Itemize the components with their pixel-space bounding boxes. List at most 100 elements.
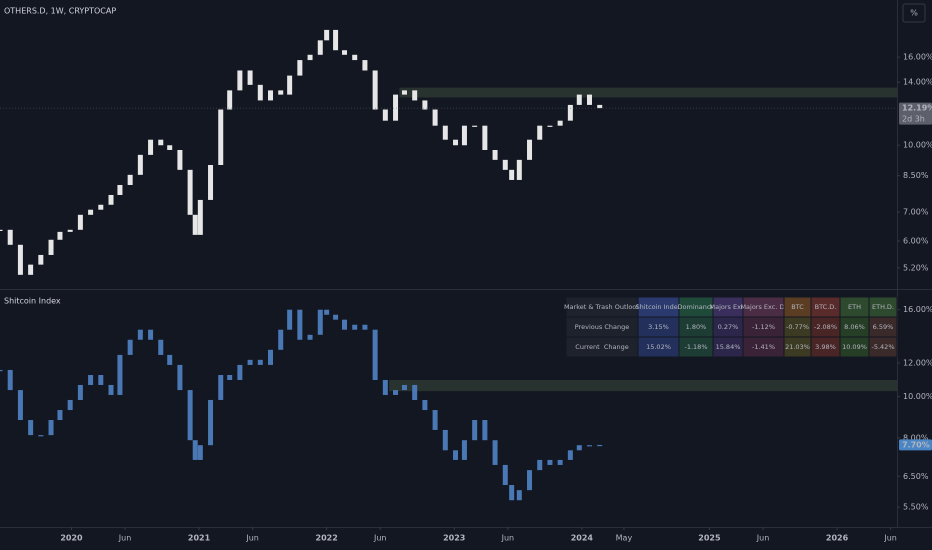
candle bbox=[278, 90, 284, 95]
candle bbox=[307, 334, 313, 340]
x-tick-label: 2025 bbox=[698, 534, 721, 543]
candle bbox=[557, 120, 563, 126]
table-header: Majors Exc. D. bbox=[740, 303, 786, 311]
candle bbox=[137, 154, 143, 175]
candle bbox=[432, 410, 438, 430]
candle bbox=[352, 324, 358, 330]
x-tick-label: 2021 bbox=[188, 534, 211, 543]
candle bbox=[342, 319, 348, 330]
scale-button-label[interactable]: % bbox=[910, 9, 918, 18]
y-tick-label: 5.50% bbox=[903, 503, 929, 512]
table-header: Majors Exc. bbox=[710, 303, 747, 311]
candle bbox=[17, 244, 23, 275]
candle bbox=[218, 109, 224, 165]
zone bbox=[399, 87, 897, 98]
candle bbox=[108, 384, 114, 395]
candle bbox=[127, 174, 133, 185]
candle bbox=[28, 420, 34, 436]
candle bbox=[509, 169, 515, 180]
x-tick-label: Jun bbox=[245, 534, 259, 543]
candle bbox=[177, 149, 183, 170]
table-value: -1.41% bbox=[752, 343, 775, 351]
candle bbox=[177, 364, 183, 391]
y-tick-label: 14.00% bbox=[903, 78, 932, 87]
candle bbox=[227, 374, 233, 381]
last-price-label: 12.19% bbox=[902, 104, 932, 113]
candle bbox=[17, 390, 23, 421]
candle bbox=[287, 75, 293, 95]
candle bbox=[197, 199, 203, 235]
candle bbox=[48, 420, 54, 436]
candle bbox=[247, 359, 253, 365]
candle bbox=[67, 399, 73, 411]
candle bbox=[461, 125, 467, 146]
candle bbox=[197, 445, 203, 460]
candle bbox=[77, 214, 83, 230]
candle bbox=[148, 139, 154, 155]
candle bbox=[218, 374, 224, 400]
candle bbox=[557, 459, 563, 465]
table-value: 15.84% bbox=[716, 343, 741, 351]
candle bbox=[324, 309, 330, 315]
candle bbox=[187, 169, 193, 215]
candle bbox=[167, 354, 173, 365]
candle bbox=[333, 314, 339, 320]
candle bbox=[227, 90, 233, 110]
candle bbox=[453, 139, 459, 146]
candle bbox=[208, 399, 214, 446]
candle bbox=[148, 329, 154, 340]
candle bbox=[158, 339, 164, 355]
candle bbox=[137, 329, 143, 340]
candle bbox=[516, 490, 522, 501]
candle bbox=[352, 54, 358, 61]
candle bbox=[527, 470, 533, 491]
candle bbox=[492, 440, 498, 465]
table-value: -1.12% bbox=[752, 323, 775, 331]
candle bbox=[324, 29, 330, 41]
candle bbox=[382, 109, 388, 121]
y-tick-label: 16.00% bbox=[903, 53, 932, 62]
candle bbox=[442, 429, 448, 451]
scale-button[interactable] bbox=[902, 3, 926, 23]
candle bbox=[442, 125, 448, 140]
x-tick-label: Jun bbox=[373, 534, 387, 543]
x-tick-label: 2026 bbox=[826, 534, 849, 543]
indicator-title: Shitcoin Index bbox=[4, 297, 61, 306]
candle bbox=[7, 369, 13, 391]
x-tick-label: 2023 bbox=[443, 534, 465, 543]
y-tick-label: 12.00% bbox=[903, 358, 932, 367]
candle bbox=[48, 239, 54, 255]
candle bbox=[38, 254, 44, 265]
candle bbox=[117, 354, 123, 395]
candle bbox=[453, 450, 459, 460]
table-header: ETH bbox=[848, 303, 861, 311]
candle bbox=[297, 60, 303, 76]
candle bbox=[187, 390, 193, 441]
candle bbox=[257, 84, 263, 101]
table-value: 10.09% bbox=[842, 343, 867, 351]
candle bbox=[192, 440, 198, 460]
candle bbox=[127, 339, 133, 355]
table-value: 3.98% bbox=[815, 343, 836, 351]
candle bbox=[342, 50, 348, 55]
y-tick-label: 6.00% bbox=[903, 237, 929, 246]
x-tick-label: Jun bbox=[118, 534, 132, 543]
countdown-label: 2d 3h bbox=[902, 115, 925, 124]
candle bbox=[257, 359, 263, 365]
candle bbox=[472, 420, 478, 441]
candle bbox=[88, 374, 94, 385]
candle bbox=[247, 70, 253, 85]
candle bbox=[482, 420, 488, 441]
candle bbox=[482, 125, 488, 150]
candle bbox=[393, 94, 399, 121]
table-header: Market & Trash Outlook bbox=[564, 303, 640, 311]
candle bbox=[547, 125, 553, 127]
candle bbox=[597, 104, 603, 109]
candle bbox=[28, 264, 34, 275]
table-value: 8.06% bbox=[844, 323, 865, 331]
y-tick-label: 8.50% bbox=[903, 171, 929, 180]
y-tick-label: 10.00% bbox=[903, 141, 932, 150]
candle bbox=[502, 464, 508, 485]
candle bbox=[362, 60, 368, 71]
